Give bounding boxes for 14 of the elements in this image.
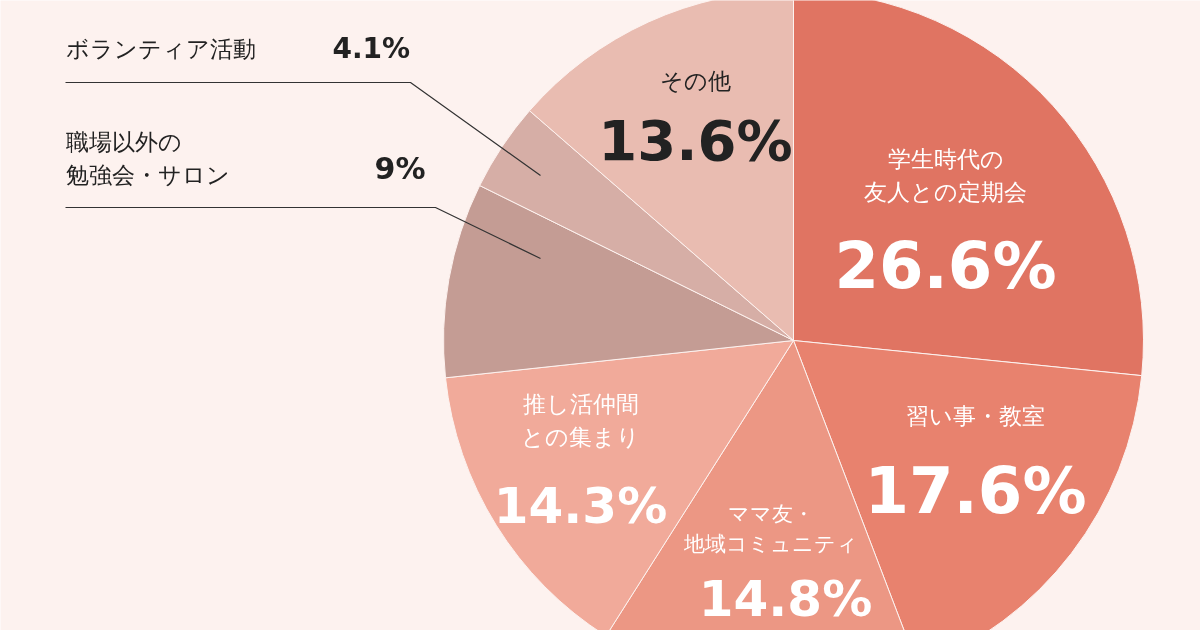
slice-label: その他 <box>660 67 731 94</box>
slice-label: ママ友・地域コミュニティ <box>682 501 858 556</box>
data-label: 9% <box>374 151 426 186</box>
data-label: 14.8% <box>698 569 873 628</box>
data-label: 26.6% <box>834 228 1057 303</box>
data-label: 17.6% <box>864 453 1087 528</box>
data-label: 4.1% <box>332 32 411 65</box>
slice-label: ボランティア活動 <box>65 35 256 62</box>
data-label: 13.6% <box>598 108 793 173</box>
slice-label: 推し活仲間との集まり <box>521 391 640 450</box>
slice-label: 学生時代の友人との定期会 <box>864 146 1027 205</box>
data-label: 14.3% <box>493 476 668 535</box>
slice-label: 習い事・教室 <box>906 402 1045 429</box>
slice-label: 職場以外の勉強会・サロン <box>65 129 230 188</box>
